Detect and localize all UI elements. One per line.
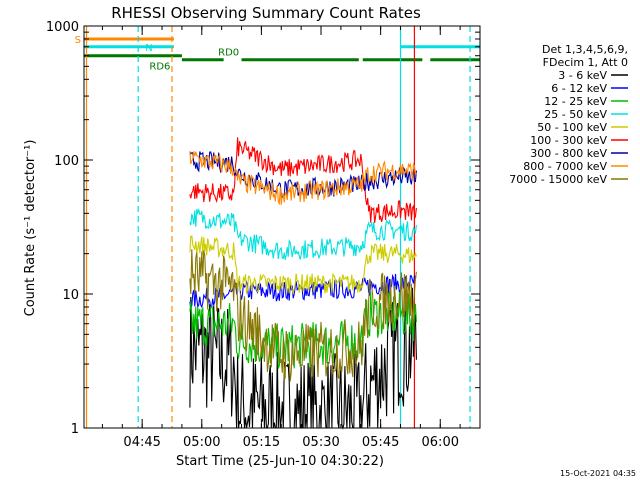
x-axis-label: Start Time (25-Jun-10 04:30:22) [176, 454, 384, 469]
flag-label-s: S [75, 35, 81, 46]
x-tick-label: 04:45 [123, 435, 160, 450]
series-layer [189, 137, 417, 430]
chart-title: RHESSI Observing Summary Count Rates [111, 4, 421, 22]
legend-header: FDecim 1, Att 0 [543, 56, 628, 69]
series-line [189, 249, 417, 382]
series-line [189, 291, 417, 369]
legend-label: 800 - 7000 keV [523, 160, 607, 173]
legend-label: 3 - 6 keV [558, 69, 607, 82]
series-line [189, 235, 417, 296]
y-tick-label: 1000 [46, 20, 79, 35]
legend-label: 7000 - 15000 keV [509, 173, 607, 186]
y-axis-label: Count Rate (s⁻¹ detector⁻¹) [23, 140, 38, 317]
legend-label: 50 - 100 keV [537, 121, 607, 134]
legend-label: 300 - 800 keV [530, 147, 607, 160]
vline-layer [85, 26, 471, 428]
legend-label: 25 - 50 keV [544, 108, 607, 121]
series-line [189, 207, 417, 260]
y-axis: 1 10 100 1000 [46, 20, 480, 437]
plot-frame [83, 25, 481, 429]
series-line [189, 287, 417, 430]
y-tick-label: 10 [62, 288, 79, 303]
legend-label: 100 - 300 keV [530, 134, 607, 147]
series-line [189, 137, 417, 223]
series-line [189, 273, 417, 309]
x-tick-label: 05:30 [302, 435, 339, 450]
series-line [189, 151, 417, 201]
flag-label-n: N [145, 43, 152, 54]
legend-header: Det 1,3,4,5,6,9, [542, 43, 628, 56]
flag-label-rd0: RD0 [218, 48, 239, 59]
x-tick-label: 05:15 [243, 435, 280, 450]
legend-label: 12 - 25 keV [544, 95, 607, 108]
flag-label-rd6: RD6 [149, 62, 170, 73]
footer-timestamp: 15-Oct-2021 04:35 [560, 469, 636, 478]
y-tick-label: 100 [54, 154, 79, 169]
x-tick-label: 05:45 [362, 435, 399, 450]
legend: Det 1,3,4,5,6,9,FDecim 1, Att 03 - 6 keV… [509, 43, 628, 186]
legend-label: 6 - 12 keV [551, 82, 607, 95]
x-tick-label: 05:00 [183, 435, 220, 450]
y-tick-label: 1 [71, 422, 79, 437]
series-line [189, 151, 417, 206]
flag-layer: S N RD6 RD0 [75, 35, 480, 73]
x-axis: 04:45 05:00 05:15 05:30 05:45 06:00 [101, 26, 481, 450]
x-tick-label: 06:00 [422, 435, 459, 450]
